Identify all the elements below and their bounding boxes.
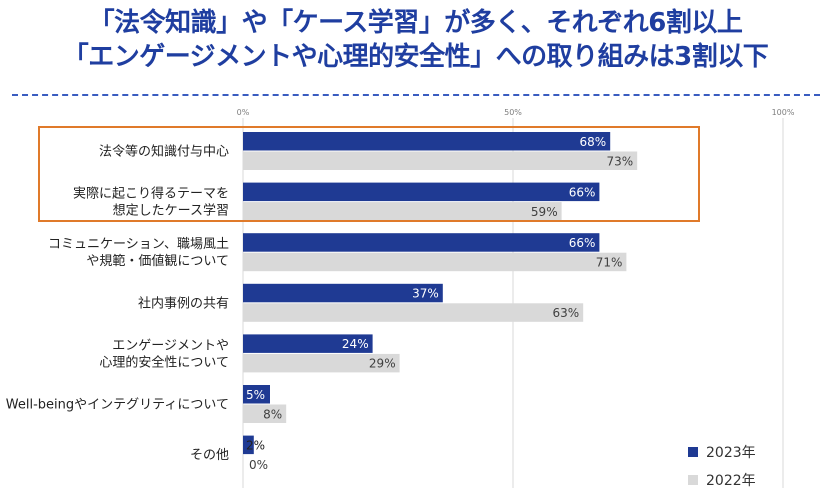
title-divider [12, 94, 820, 96]
legend-item-2023: 2023年 [688, 442, 756, 462]
data-label-2023: 37% [412, 287, 439, 301]
data-label-2022: 63% [553, 306, 580, 320]
data-label-2023: 66% [569, 236, 596, 250]
data-label-2023: 24% [342, 337, 369, 351]
data-label-2023: 5% [246, 388, 265, 402]
category-label: コミュニケーション、職場風土や規範・価値観について [48, 237, 229, 269]
data-label-2022: 0% [249, 458, 268, 472]
bar-2022 [243, 252, 627, 272]
legend-label-2022: 2022年 [706, 473, 756, 489]
chart-title-line2: 「エンゲージメントや心理的安全性」への取り組みは3割以下 [62, 42, 769, 72]
bar-2023 [243, 233, 600, 252]
data-label-2022: 59% [531, 205, 558, 219]
bar-2022 [243, 353, 400, 373]
legend-item-2022: 2022年 [688, 470, 756, 490]
legend-label-2023: 2023年 [706, 445, 756, 461]
data-label-2023: 2% [246, 438, 265, 452]
category-label: その他 [190, 448, 229, 463]
data-label-2022: 71% [596, 255, 623, 269]
category-label: Well-beingやインテグリティについて [6, 398, 229, 413]
x-tick-label: 100% [772, 108, 795, 117]
bar-2023 [243, 182, 600, 202]
bar-2022 [243, 202, 562, 221]
category-label: 実際に起こり得るテーマを想定したケース学習 [73, 186, 229, 219]
category-label: 法令等の知識付与中心 [99, 144, 229, 160]
data-label-2022: 73% [607, 154, 634, 168]
category-label: 社内事例の共有 [138, 295, 229, 311]
chart-title: 「法令知識」や「ケース学習」が多く、それぞれ6割以上 「エンゲージメントや心理的… [0, 6, 831, 74]
bar-2023 [243, 132, 611, 151]
category-label: エンゲージメントや心理的安全性について [99, 338, 229, 370]
bar-2023 [243, 435, 254, 455]
legend-swatch-2023 [688, 447, 698, 457]
bar-2023 [243, 283, 443, 303]
x-tick-label: 50% [504, 108, 522, 117]
data-label-2023: 68% [580, 135, 607, 149]
highlight-box [38, 126, 700, 222]
data-label-2022: 29% [369, 357, 396, 371]
bar-2022 [243, 151, 638, 170]
legend-swatch-2022 [688, 475, 698, 485]
bar-2023 [243, 385, 270, 404]
data-label-2022: 8% [263, 407, 282, 421]
data-label-2023: 66% [569, 185, 596, 199]
bar-2023 [243, 334, 373, 353]
chart-title-line1: 「法令知識」や「ケース学習」が多く、それぞれ6割以上 [88, 8, 743, 38]
bar-2022 [243, 404, 287, 423]
bar-2022 [243, 303, 584, 322]
x-tick-label: 0% [237, 108, 250, 117]
